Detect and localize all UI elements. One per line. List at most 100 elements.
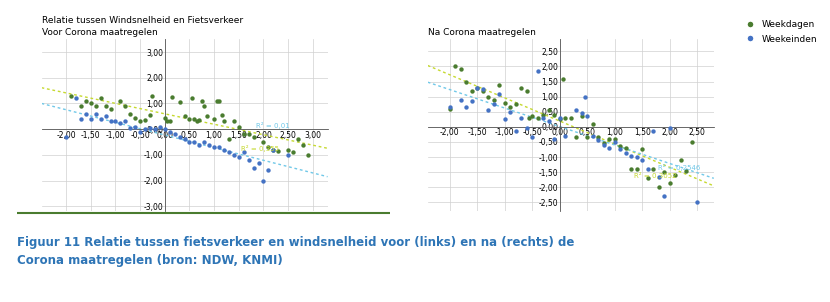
Point [146,93,159,98]
Point [443,106,457,111]
Point [597,143,610,147]
Point [129,115,142,120]
Point [296,142,310,147]
Point [531,69,544,73]
Point [663,180,676,185]
Point [70,96,83,101]
Point [261,168,275,173]
Point [465,88,478,93]
Point [210,98,223,103]
Point [217,119,231,124]
Point [460,105,473,110]
Point [261,145,275,149]
Point [291,137,305,142]
Point [139,118,152,123]
Point [636,147,649,152]
Point [173,134,186,139]
Text: R² = 0,2546: R² = 0,2546 [657,164,700,171]
Point [301,153,315,157]
Point [188,140,201,144]
Point [476,87,490,92]
Point [525,114,539,119]
Point [222,137,236,142]
Point [165,95,178,99]
Point [212,98,226,103]
Point [481,94,495,99]
Text: R² = 0,01: R² = 0,01 [256,122,290,129]
Point [443,105,457,110]
Legend: Weekdagen, Weekeinden: Weekdagen, Weekeinden [738,17,822,47]
Point [94,117,107,121]
Text: Figuur 11 Relatie tussen fietsverkeer en windsnelheid voor (links) en na (rechts: Figuur 11 Relatie tussen fietsverkeer en… [17,236,574,267]
Point [60,134,73,139]
Text: Na Corona maatregelen: Na Corona maatregelen [427,28,535,37]
Point [247,165,261,170]
Point [487,102,500,107]
Point [266,147,280,152]
Point [159,127,172,132]
Point [498,100,511,105]
Point [114,98,127,103]
Text: Relatie tussen Windsnelheid en Fietsverkeer
Voor Corona maatregelen: Relatie tussen Windsnelheid en Fietsverk… [42,16,242,37]
Point [124,111,137,116]
Point [471,85,484,90]
Point [247,134,261,139]
Point [109,119,122,124]
Point [84,101,97,106]
Point [159,115,172,120]
Point [657,194,671,199]
Point [168,132,181,137]
Point [251,160,265,165]
Point [625,153,638,158]
Point [520,126,534,131]
Point [619,146,632,150]
Point [271,149,285,153]
Point [520,88,534,93]
Point [564,115,578,120]
Point [537,112,550,117]
Point [208,117,221,121]
Text: R² = 0,355: R² = 0,355 [242,145,279,152]
Point [84,117,97,121]
Point [613,147,627,152]
Point [198,104,211,108]
Point [657,170,671,175]
Point [178,137,191,142]
Point [575,111,588,116]
Point [232,124,246,129]
Point [592,135,605,140]
Point [79,98,92,103]
Point [154,124,167,129]
Point [691,200,704,205]
Point [237,150,251,155]
Point [509,102,522,107]
Point [183,117,196,121]
Point [613,144,627,149]
Point [75,104,88,108]
Point [597,141,610,146]
Point [525,135,539,140]
Point [515,85,528,90]
Point [454,97,467,102]
Point [134,129,147,134]
Point [537,115,550,120]
Point [178,114,191,119]
Point [208,145,221,149]
Point [504,105,517,110]
Point [476,88,490,93]
Point [625,167,638,172]
Point [212,145,226,149]
Point [183,140,196,144]
Point [575,114,588,119]
Point [99,104,112,108]
Point [164,119,177,124]
Point [89,111,102,116]
Point [652,185,666,190]
Point [608,137,622,141]
Point [227,119,241,124]
Text: R² = 0,3052: R² = 0,3052 [634,172,676,179]
Point [89,104,102,108]
Point [203,142,216,147]
Point [237,132,251,137]
Point [198,140,211,144]
